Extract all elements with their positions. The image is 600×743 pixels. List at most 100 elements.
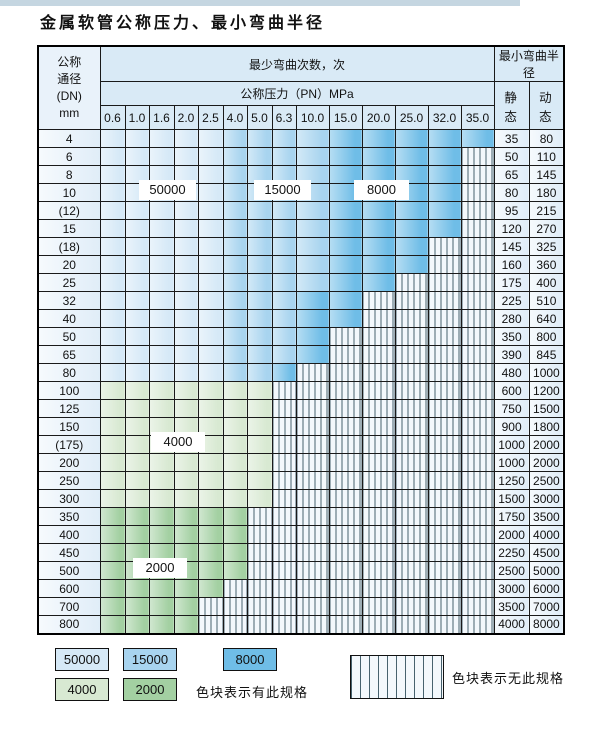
pressure-cell	[222, 345, 248, 364]
pressure-cell	[460, 363, 495, 382]
pressure-cell	[148, 201, 175, 220]
dynamic-cell: 800	[528, 327, 565, 346]
static-cell: 1250	[493, 471, 530, 490]
dn-cell: 4	[37, 129, 101, 148]
pressure-cell	[148, 597, 175, 616]
pressure-cell	[328, 489, 363, 508]
pressure-cell	[361, 417, 396, 436]
pressure-cell	[328, 309, 363, 328]
zone-label-15000: 15000	[254, 180, 311, 200]
pressure-cell	[99, 219, 126, 238]
static-cell: 80	[493, 183, 530, 202]
pressure-tick: 10.0	[295, 105, 330, 130]
pressure-cell	[460, 435, 495, 454]
pressure-tick: 2.5	[197, 105, 224, 130]
pressure-cell	[222, 255, 248, 274]
pressure-cell	[173, 543, 199, 562]
dn-cell: 50	[37, 327, 101, 346]
pressure-cell	[124, 435, 150, 454]
pressure-cell	[222, 489, 248, 508]
pressure-tick: 15.0	[328, 105, 363, 130]
pressure-cell	[427, 471, 462, 490]
dynamic-cell: 1500	[528, 399, 565, 418]
static-cell: 350	[493, 327, 530, 346]
pressure-cell	[295, 291, 330, 310]
pressure-cell	[427, 237, 462, 256]
pressure-cell	[271, 435, 297, 454]
pressure-cell	[197, 165, 224, 184]
dynamic-cell: 215	[528, 201, 565, 220]
pressure-cell	[148, 399, 175, 418]
dn-header: 公称 通径 (DN) mm	[37, 45, 101, 130]
table-row: 450 2250 4500	[37, 543, 565, 562]
pressure-cell	[361, 471, 396, 490]
dn-cell: 250	[37, 471, 101, 490]
pressure-cell	[173, 327, 199, 346]
pressure-cell	[295, 615, 330, 634]
dn-cell: 40	[37, 309, 101, 328]
pressure-cell	[246, 561, 273, 580]
pressure-cell	[361, 381, 396, 400]
pressure-cell	[197, 291, 224, 310]
pressure-cell	[246, 309, 273, 328]
pressure-cell	[124, 471, 150, 490]
static-cell: 900	[493, 417, 530, 436]
table-row: 800 4000 8000	[37, 615, 565, 634]
static-cell: 175	[493, 273, 530, 292]
pressure-cell	[246, 579, 273, 598]
pressure-cell	[460, 453, 495, 472]
pressure-cell	[173, 471, 199, 490]
pressure-cell	[246, 399, 273, 418]
table-row: 50 350 800	[37, 327, 565, 346]
pressure-cell	[124, 615, 150, 634]
dynamic-cell: 180	[528, 183, 565, 202]
legend-swatch-2000: 2000	[123, 678, 177, 701]
pressure-cell	[394, 273, 429, 292]
dynamic-cell: 5000	[528, 561, 565, 580]
pressure-cell	[427, 201, 462, 220]
table-row: 25 175 400	[37, 273, 565, 292]
pressure-cell	[328, 597, 363, 616]
pressure-cell	[148, 507, 175, 526]
pressure-cell	[148, 525, 175, 544]
pressure-cell	[427, 273, 462, 292]
pressure-cell	[295, 417, 330, 436]
pressure-cell	[295, 237, 330, 256]
pressure-cell	[197, 147, 224, 166]
pressure-cell	[295, 147, 330, 166]
pressure-cell	[197, 363, 224, 382]
pressure-cell	[361, 309, 396, 328]
pressure-cell	[271, 489, 297, 508]
dn-cell: 20	[37, 255, 101, 274]
pressure-cell	[197, 453, 224, 472]
pressure-cell	[222, 453, 248, 472]
table-row: 125 750 1500	[37, 399, 565, 418]
pressure-cell	[295, 129, 330, 148]
pressure-cell	[361, 561, 396, 580]
pressure-cell	[148, 273, 175, 292]
table-row: 400 2000 4000	[37, 525, 565, 544]
pressure-cell	[328, 165, 363, 184]
pressure-cell	[328, 507, 363, 526]
pressure-cell	[197, 255, 224, 274]
pressure-cell	[295, 579, 330, 598]
pressure-cell	[173, 309, 199, 328]
pressure-cell	[394, 579, 429, 598]
pressure-cell	[271, 309, 297, 328]
pressure-cell	[394, 615, 429, 634]
pressure-cell	[361, 129, 396, 148]
pressure-cell	[361, 345, 396, 364]
pressure-cell	[460, 183, 495, 202]
pressure-cell	[394, 435, 429, 454]
pressure-cell	[460, 291, 495, 310]
pressure-cell	[271, 327, 297, 346]
pressure-cell	[99, 597, 126, 616]
pressure-cell	[361, 489, 396, 508]
pressure-cell	[99, 345, 126, 364]
pressure-cell	[222, 183, 248, 202]
pressure-cell	[328, 363, 363, 382]
pressure-tick: 1.0	[124, 105, 150, 130]
table-row: 100 600 1200	[37, 381, 565, 400]
dn-cell: 8	[37, 165, 101, 184]
pressure-cell	[173, 363, 199, 382]
